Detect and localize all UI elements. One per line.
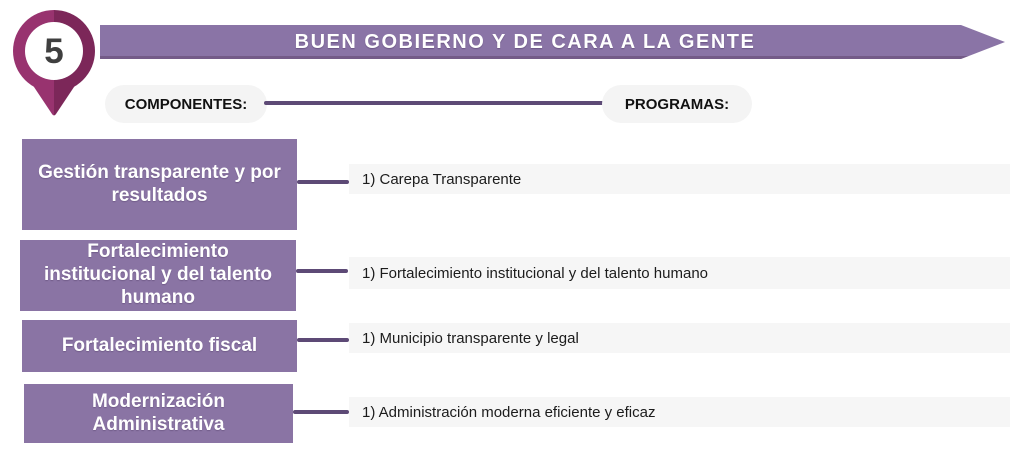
row-connector-line [296,269,348,273]
component-box-fortalecimiento-institucional: Fortalecimiento institucional y del tale… [20,240,296,311]
component-box-modernizacion-administrativa: Modernización Administrativa [24,384,293,443]
program-bar: 1) Carepa Transparente [349,164,1010,194]
program-label: 1) Municipio transparente y legal [362,329,579,347]
row-connector-line [297,180,349,184]
programs-header-label: PROGRAMAS: [624,95,730,113]
components-header-label: COMPONENTES: [124,95,248,113]
section-number-badge: 5 [10,5,98,117]
components-header-pill: COMPONENTES: [105,85,267,123]
programs-header-pill: PROGRAMAS: [602,85,752,123]
component-label: Modernización Administrativa [91,390,225,435]
header-connector-line [264,101,607,105]
component-label: Fortalecimiento fiscal [61,334,258,356]
program-bar: 1) Fortalecimiento institucional y del t… [349,257,1010,289]
row-connector-line [293,410,349,414]
program-bar: 1) Municipio transparente y legal [349,323,1010,353]
program-label: 1) Administración moderna eficiente y ef… [362,403,656,421]
component-label: Fortalecimiento institucional y del tale… [43,241,273,308]
row-connector-line [297,338,349,342]
banner-arrow: BUEN GOBIERNO Y DE CARA A LA GENTE [100,25,1005,59]
program-label: 1) Carepa Transparente [362,170,522,188]
badge-number: 5 [44,32,63,71]
component-box-gestion-transparente: Gestión transparente y por resultados [22,139,297,230]
component-box-fortalecimiento-fiscal: Fortalecimiento fiscal [22,320,297,372]
location-pin-icon: 5 [13,10,95,116]
banner-title: BUEN GOBIERNO Y DE CARA A LA GENTE [294,30,756,53]
component-label: Gestión transparente y por resultados [38,161,281,206]
program-bar: 1) Administración moderna eficiente y ef… [349,397,1010,427]
program-label: 1) Fortalecimiento institucional y del t… [362,264,709,282]
